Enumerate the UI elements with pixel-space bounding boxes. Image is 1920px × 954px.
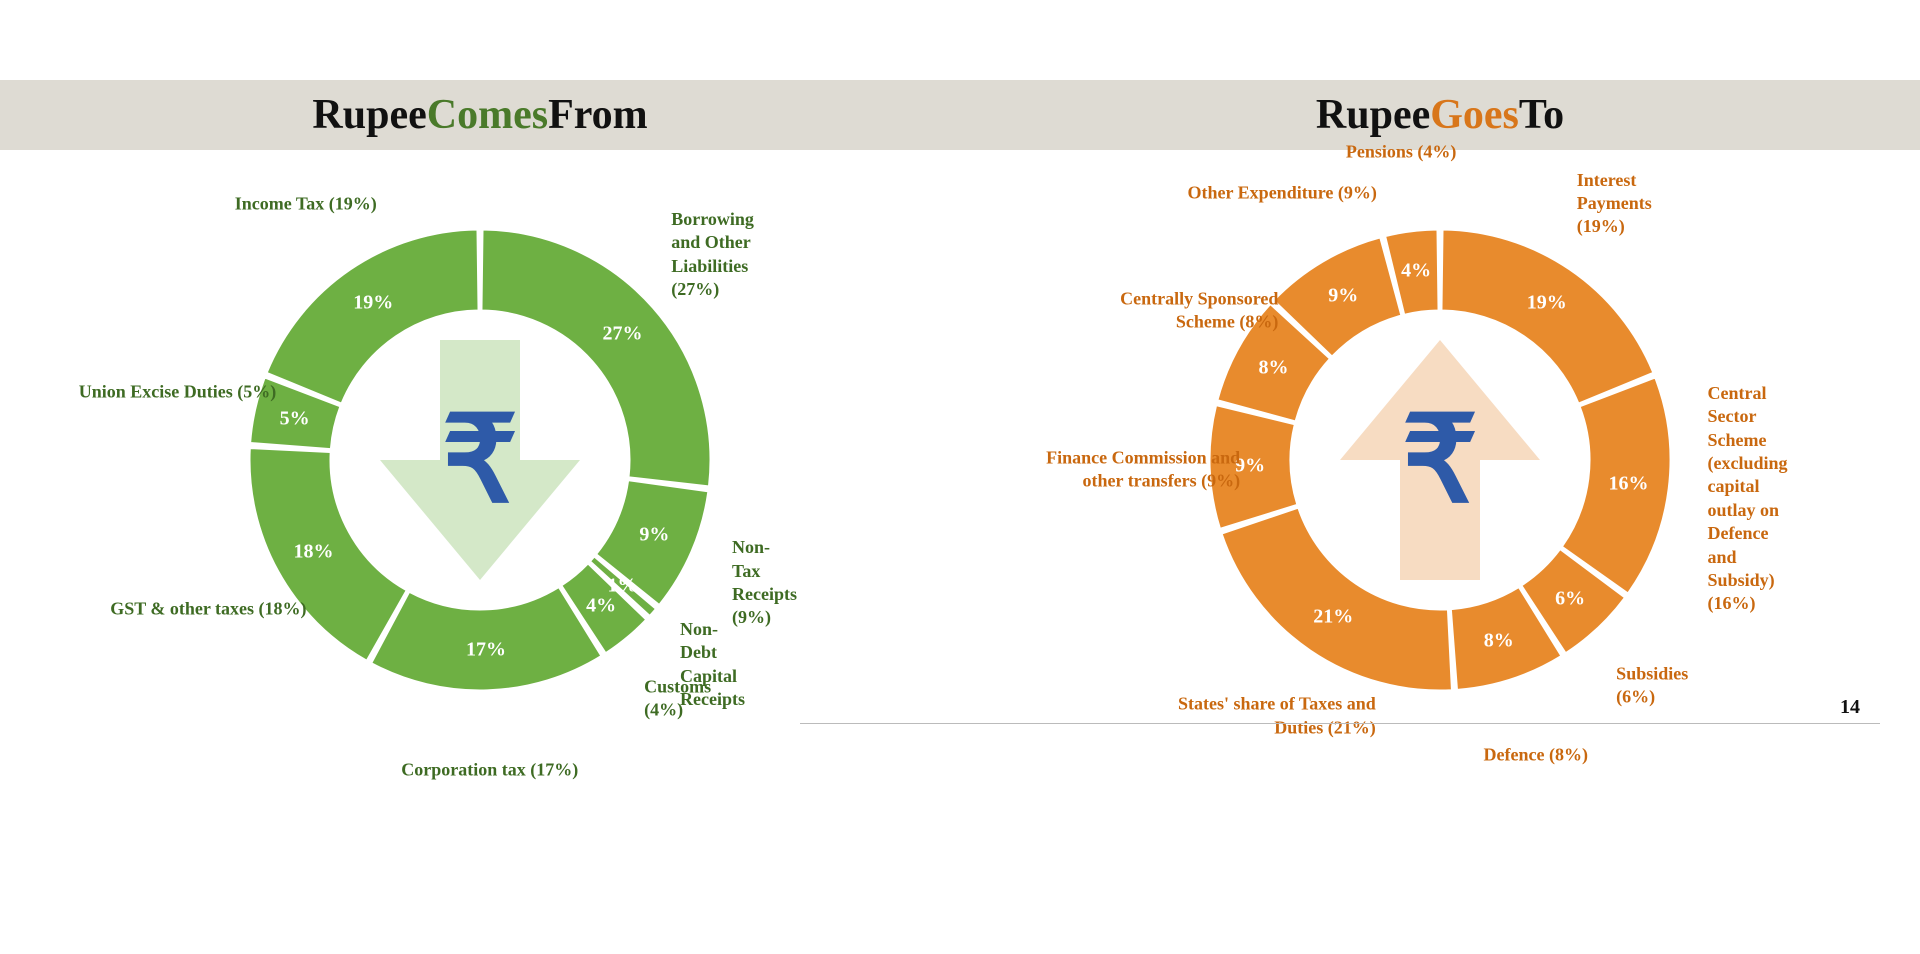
slice-label: Non-Tax Receipts (9%) [732,536,797,630]
slice-pct: 8% [1484,629,1514,652]
chart-left: 27% Borrowing and Other Liabilities (27%)… [0,150,960,770]
slice-label: Union Excise Duties (5%) [79,381,277,404]
title-left-a: Rupee [312,91,426,139]
slice-label: Centrally Sponsored Scheme (8%) [1058,287,1278,334]
slice-pct: 21% [1313,606,1353,629]
slice-label: Borrowing and Other Liabilities (27%) [671,208,754,302]
slice-label: GST & other taxes (18%) [110,598,306,621]
slice-label: Interest Payments (19%) [1577,169,1652,239]
page-number: 14 [1840,696,1860,719]
donut-wrap: 19%Interest Payments (19%)16%Central Sec… [1200,220,1680,700]
slice-pct: 19% [353,291,393,314]
title-right-accent: Goes [1430,91,1519,139]
slice-pct: 18% [294,540,334,563]
slice-label: Pensions (4%) [1346,141,1457,164]
slice-label: Corporation tax (17%) [401,758,578,781]
slice-pct: 4% [586,595,616,618]
title-right-a: Rupee [1316,91,1430,139]
title-left-accent: Comes [427,91,548,139]
slice-pct: 4% [1401,260,1431,283]
slice-pct: 16% [1609,472,1649,495]
title-right-b: To [1519,91,1564,139]
rupee-icon: ₹ [1402,391,1478,530]
title-right: Rupee Goes To [960,80,1920,150]
slice-label: Central Sector Scheme (excluding capital… [1708,382,1788,616]
slice-pct: 9% [1328,285,1358,308]
slice-label: Finance Commission and other transfers (… [1020,446,1240,493]
slice-pct: 27% [603,323,643,346]
slice-pct: 8% [1259,357,1289,380]
charts-row: 27% Borrowing and Other Liabilities (27%)… [0,150,1920,770]
title-left-b: From [548,91,648,139]
title-bar: Rupee Comes From Rupee Goes To [0,80,1920,150]
slice-label: Customs (4%) [644,675,711,722]
donut-wrap: 27%Borrowing and Other Liabilities (27%)… [240,220,720,700]
center-icon: ₹ [1340,340,1540,580]
chart-right: 19% Interest Payments (19%) 16% Central Sec… [960,150,1920,770]
slice-pct: 6% [1555,587,1585,610]
center-icon: ₹ [380,340,580,580]
slice-pct: 9% [639,524,669,547]
slice-pct: 17% [466,638,506,661]
page: Rupee Comes From Rupee Goes To 27% Borrow… [0,0,1920,954]
slice-label: Other Expenditure (9%) [1188,181,1377,204]
title-left: Rupee Comes From [0,80,960,150]
slice-label: Defence (8%) [1484,743,1588,766]
slice-label: Subsidies (6%) [1616,663,1688,710]
slice-pct: 19% [1527,291,1567,314]
slice-label: States' share of Taxes and Duties (21%) [1156,693,1376,740]
footer-line [800,723,1880,724]
slice-label: Income Tax (19%) [235,192,377,215]
rupee-icon: ₹ [442,391,518,530]
slice-pct: 1% [608,574,638,597]
slice-pct: 5% [280,407,310,430]
